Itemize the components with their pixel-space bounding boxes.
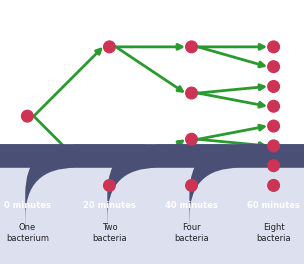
Circle shape [268, 61, 279, 72]
FancyBboxPatch shape [25, 168, 194, 264]
Text: One
bacterium: One bacterium [6, 223, 49, 243]
Circle shape [22, 110, 33, 122]
Text: Eight
bacteria: Eight bacteria [256, 223, 291, 243]
Text: Four
bacteria: Four bacteria [174, 223, 209, 243]
Polygon shape [22, 188, 33, 194]
FancyBboxPatch shape [189, 168, 304, 264]
Circle shape [186, 87, 197, 99]
FancyBboxPatch shape [107, 144, 276, 264]
Circle shape [268, 120, 279, 132]
Text: 60 minutes: 60 minutes [247, 201, 300, 210]
Polygon shape [268, 188, 279, 194]
Circle shape [268, 180, 279, 191]
FancyBboxPatch shape [25, 144, 194, 264]
Circle shape [186, 134, 197, 145]
Circle shape [268, 160, 279, 172]
Circle shape [268, 81, 279, 92]
Circle shape [104, 41, 115, 53]
FancyBboxPatch shape [189, 144, 304, 264]
FancyBboxPatch shape [0, 144, 112, 264]
Text: 40 minutes: 40 minutes [165, 201, 218, 210]
Polygon shape [104, 188, 115, 194]
Circle shape [186, 180, 197, 191]
Text: 20 minutes: 20 minutes [83, 201, 136, 210]
FancyBboxPatch shape [0, 168, 112, 264]
Circle shape [104, 180, 115, 191]
FancyBboxPatch shape [107, 168, 276, 264]
Polygon shape [186, 188, 197, 194]
Circle shape [268, 140, 279, 152]
Circle shape [186, 41, 197, 53]
Text: 0 minutes: 0 minutes [4, 201, 51, 210]
Circle shape [268, 41, 279, 53]
Circle shape [268, 100, 279, 112]
Text: Two
bacteria: Two bacteria [92, 223, 127, 243]
